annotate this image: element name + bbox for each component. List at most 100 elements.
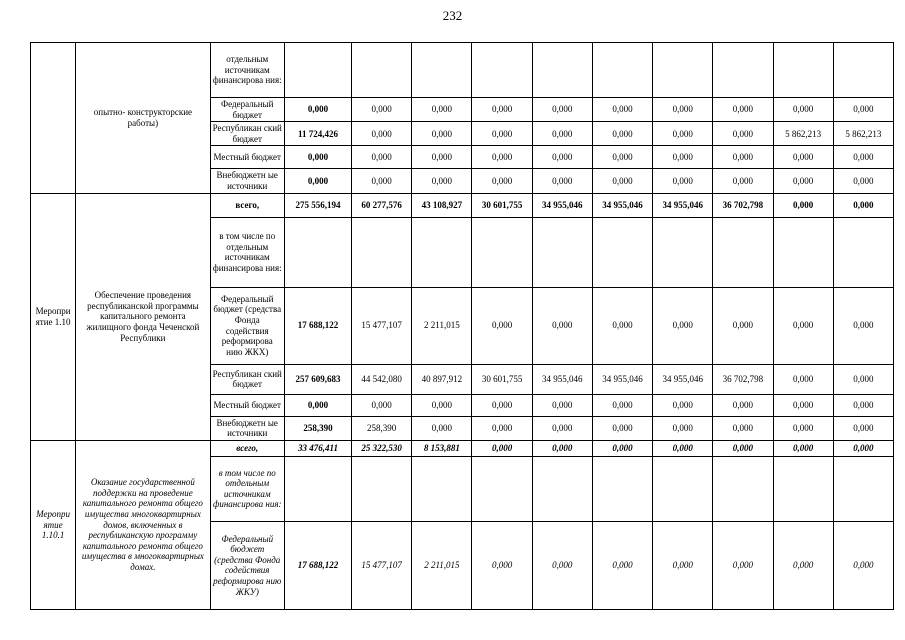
- value-cell: 0,000: [531, 96, 593, 123]
- value-cell: 258,390: [351, 415, 413, 441]
- value-cell: 0,000: [471, 415, 533, 441]
- value-cell: 36 702,798: [712, 192, 774, 218]
- value-cell: 0,000: [283, 168, 353, 194]
- value-cell: 34 955,046: [652, 363, 714, 395]
- empty-value-cell: [471, 216, 533, 288]
- value-cell: 0,000: [351, 96, 413, 123]
- empty-value-cell: [712, 455, 774, 522]
- value-cell: 5 862,213: [832, 121, 895, 147]
- empty-value-cell: [351, 216, 413, 288]
- empty-value-cell: [531, 42, 593, 98]
- value-cell: 44 542,080: [351, 363, 413, 395]
- value-cell: 0,000: [591, 121, 654, 147]
- value-cell: 0,000: [832, 96, 895, 123]
- value-cell: 0,000: [832, 168, 895, 194]
- empty-value-cell: [712, 42, 774, 98]
- value-cell: 0,000: [832, 363, 895, 395]
- value-cell: 0,000: [471, 393, 533, 417]
- value-cell: 0,000: [531, 145, 593, 170]
- table-row: Республикан ский бюджет 257 609,683 44 542…: [31, 363, 895, 395]
- value-cell: 0,000: [652, 121, 714, 147]
- value-cell: 0,000: [832, 145, 895, 170]
- value-cell: 0,000: [652, 145, 714, 170]
- value-cell: 30 601,755: [471, 192, 533, 218]
- value-cell: 0,000: [652, 286, 714, 365]
- table-row: Внебюджетн ые источники 0,000 0,000 0,000 0,…: [31, 168, 895, 194]
- value-cell: 17 688,122: [283, 520, 353, 610]
- value-cell: 0,000: [591, 439, 654, 457]
- empty-value-cell: [411, 42, 473, 98]
- value-cell: 34 955,046: [591, 192, 654, 218]
- value-cell: 0,000: [712, 168, 774, 194]
- value-cell: 2 211,015: [411, 286, 473, 365]
- value-cell: 0,000: [832, 520, 895, 610]
- value-cell: 0,000: [712, 393, 774, 417]
- empty-value-cell: [772, 42, 834, 98]
- empty-value-cell: [351, 42, 413, 98]
- empty-value-cell: [832, 216, 895, 288]
- value-cell: 0,000: [712, 121, 774, 147]
- empty-value-cell: [283, 42, 353, 98]
- source-cell: всего,: [209, 192, 285, 218]
- value-cell: 15 477,107: [351, 520, 413, 610]
- value-cell: 0,000: [772, 363, 834, 395]
- empty-value-cell: [283, 455, 353, 522]
- value-cell: 0,000: [652, 96, 714, 123]
- value-cell: 0,000: [411, 415, 473, 441]
- value-cell: 0,000: [531, 520, 593, 610]
- group-cell: Меропри ятие 1.10.1: [29, 439, 77, 610]
- value-cell: 0,000: [411, 168, 473, 194]
- value-cell: 0,000: [772, 393, 834, 417]
- value-cell: 0,000: [351, 145, 413, 170]
- value-cell: 0,000: [471, 96, 533, 123]
- value-cell: 0,000: [772, 168, 834, 194]
- value-cell: 0,000: [772, 192, 834, 218]
- value-cell: 0,000: [652, 439, 714, 457]
- empty-value-cell: [652, 42, 714, 98]
- value-cell: 0,000: [591, 415, 654, 441]
- page-number: 232: [442, 8, 463, 23]
- table-row: Республикан ский бюджет 11 724,426 0,000 0,…: [31, 121, 895, 147]
- value-cell: 0,000: [832, 415, 895, 441]
- empty-value-cell: [351, 455, 413, 522]
- value-cell: 0,000: [712, 520, 774, 610]
- empty-value-cell: [591, 216, 654, 288]
- value-cell: 0,000: [591, 168, 654, 194]
- source-cell: Внебюджетн ые источники: [209, 415, 285, 441]
- value-cell: 0,000: [712, 145, 774, 170]
- value-cell: 0,000: [712, 96, 774, 123]
- value-cell: 34 955,046: [531, 363, 593, 395]
- group-cell: [29, 42, 77, 194]
- empty-value-cell: [283, 216, 353, 288]
- value-cell: 0,000: [652, 168, 714, 194]
- description-cell: Обеспечение проведения республиканской п…: [75, 192, 211, 441]
- description-cell: опытно- конструкторские работы): [75, 42, 211, 194]
- table-row: Меропри ятие 1.10 Обеспечение проведения …: [29, 192, 895, 441]
- empty-value-cell: [652, 216, 714, 288]
- source-cell: Федеральный бюджет (средства Фонда содей…: [209, 286, 285, 365]
- empty-value-cell: [591, 42, 654, 98]
- source-cell: в том числе по отдельным источникам фина…: [209, 455, 285, 522]
- table-row: Федеральный бюджет (средства Фонда содей…: [31, 520, 895, 610]
- value-cell: 0,000: [712, 439, 774, 457]
- value-cell: 43 108,927: [411, 192, 473, 218]
- value-cell: 0,000: [712, 415, 774, 441]
- empty-value-cell: [832, 42, 895, 98]
- value-cell: 33 476,411: [283, 439, 353, 457]
- value-cell: 0,000: [471, 121, 533, 147]
- value-cell: 0,000: [471, 145, 533, 170]
- value-cell: 36 702,798: [712, 363, 774, 395]
- table-row: в том числе по отдельным источникам фина…: [31, 216, 895, 288]
- empty-value-cell: [411, 216, 473, 288]
- value-cell: 275 556,194: [283, 192, 353, 218]
- empty-value-cell: [531, 216, 593, 288]
- budget-table-body: опытно- конструкторские работы) отдельным…: [29, 42, 895, 610]
- source-cell: в том числе по отдельным источникам фина…: [209, 216, 285, 288]
- table-row: Меропри ятие 1.10.1 Оказание государствен…: [29, 439, 895, 610]
- value-cell: 0,000: [351, 393, 413, 417]
- value-cell: 0,000: [283, 145, 353, 170]
- value-cell: 40 897,912: [411, 363, 473, 395]
- empty-value-cell: [411, 455, 473, 522]
- value-cell: 0,000: [772, 520, 834, 610]
- value-cell: 0,000: [772, 415, 834, 441]
